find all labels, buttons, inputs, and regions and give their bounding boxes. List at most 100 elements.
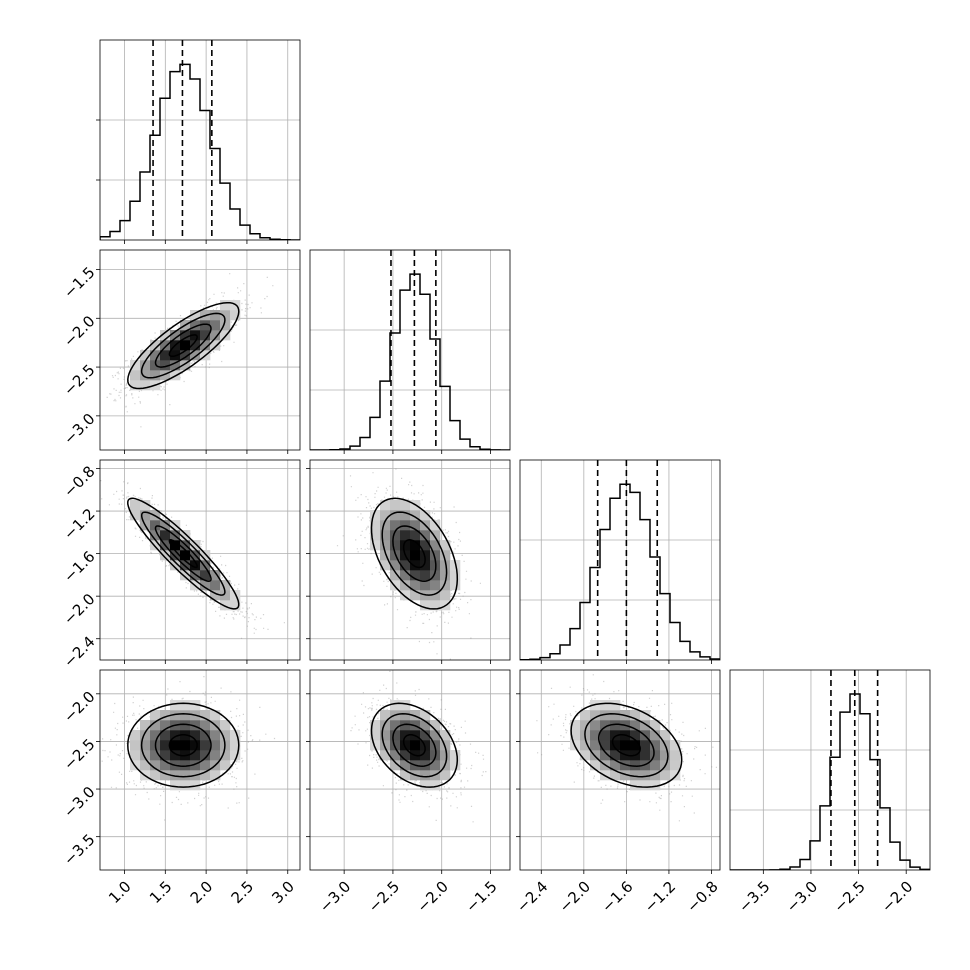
density-cell (160, 350, 171, 361)
density-cell (410, 520, 421, 531)
scatter-panel-3-0 (100, 670, 300, 870)
x-tick-label: −0.8 (683, 878, 721, 916)
density-cell (590, 710, 601, 721)
density-cell (200, 320, 211, 331)
density-cell (130, 500, 141, 511)
density-cell (190, 350, 201, 361)
density-cell (430, 780, 441, 791)
density-cell (200, 570, 211, 581)
contour-line (127, 301, 240, 390)
x-tick-label: −2.5 (365, 878, 403, 916)
density-cell (190, 720, 201, 731)
density-cell (180, 360, 191, 371)
contour-line (597, 723, 655, 767)
density-cell (400, 760, 411, 771)
density-cell (420, 530, 431, 541)
density-cell (400, 520, 411, 531)
density-cell (420, 730, 431, 741)
scatter-panel-2-0 (100, 460, 300, 660)
contour-line (370, 702, 459, 788)
density-cell (390, 500, 401, 511)
density-cell (220, 300, 231, 311)
contour-line (370, 497, 459, 610)
density-cell (400, 510, 411, 521)
density-cell (170, 370, 181, 381)
density-cell (180, 330, 191, 341)
density-cell (400, 770, 411, 781)
density-cell (210, 570, 221, 581)
density-cell (400, 700, 411, 711)
density-cell (220, 760, 231, 771)
density-cell (630, 710, 641, 721)
contour-line (140, 713, 226, 778)
density-cell (400, 590, 411, 601)
density-cell (130, 510, 141, 521)
y-tick-label: −2.5 (60, 361, 98, 399)
density-cell (370, 530, 381, 541)
density-cell (630, 720, 641, 731)
density-cell (220, 730, 231, 741)
density-cell (590, 760, 601, 771)
y-tick-label: −2.0 (60, 590, 98, 628)
density-cell (150, 720, 161, 731)
density-cell (190, 760, 201, 771)
density-cell (140, 730, 151, 741)
density-cell (180, 700, 191, 711)
density-cell (450, 760, 461, 771)
panel-frame (309, 249, 511, 451)
density-cell (140, 740, 151, 751)
density-cell (570, 720, 581, 731)
contour-line (154, 723, 212, 767)
density-cell (170, 770, 181, 781)
density-cell (160, 770, 171, 781)
density-cell (190, 780, 201, 791)
density-cell (150, 760, 161, 771)
panel-frame (99, 249, 301, 451)
density-cell (180, 710, 191, 721)
density-cell (170, 730, 181, 741)
density-cell (390, 720, 401, 731)
density-cell (640, 770, 651, 781)
density-cell (600, 700, 611, 711)
density-cell (160, 750, 171, 761)
density-cell (220, 720, 231, 731)
density-cell (210, 750, 221, 761)
density-cell (630, 770, 641, 781)
density-cell (390, 570, 401, 581)
density-cell (170, 560, 181, 571)
density-cell (440, 750, 451, 761)
x-tick-label: 3.0 (268, 878, 298, 908)
density-cell (160, 530, 171, 541)
density-cell (150, 360, 161, 371)
density-cell (650, 760, 661, 771)
density-cell (150, 370, 161, 381)
density-cell (160, 370, 171, 381)
density-cell (380, 750, 391, 761)
density-cell (160, 740, 171, 751)
contour-line (168, 734, 198, 757)
density-cell (630, 780, 641, 791)
density-cell (430, 720, 441, 731)
contour-line (392, 723, 437, 767)
density-cell (220, 320, 231, 331)
density-cell (170, 540, 181, 551)
density-cell (200, 560, 211, 571)
density-cell (390, 760, 401, 771)
density-cell (180, 760, 191, 771)
density-cell (390, 750, 401, 761)
density-cell (600, 720, 611, 731)
density-cell (440, 550, 451, 561)
density-cell (130, 750, 141, 761)
density-cell (390, 560, 401, 571)
histogram-panel-2 (520, 460, 720, 660)
density-cell (670, 750, 681, 761)
density-cell (630, 730, 641, 741)
density-cell (410, 580, 421, 591)
x-tick-label: −2.4 (513, 878, 551, 916)
density-cell (420, 770, 431, 781)
density-cell (620, 740, 631, 751)
density-cell (390, 740, 401, 751)
density-cell (440, 570, 451, 581)
density-cell (190, 340, 201, 351)
density-cell (390, 580, 401, 591)
